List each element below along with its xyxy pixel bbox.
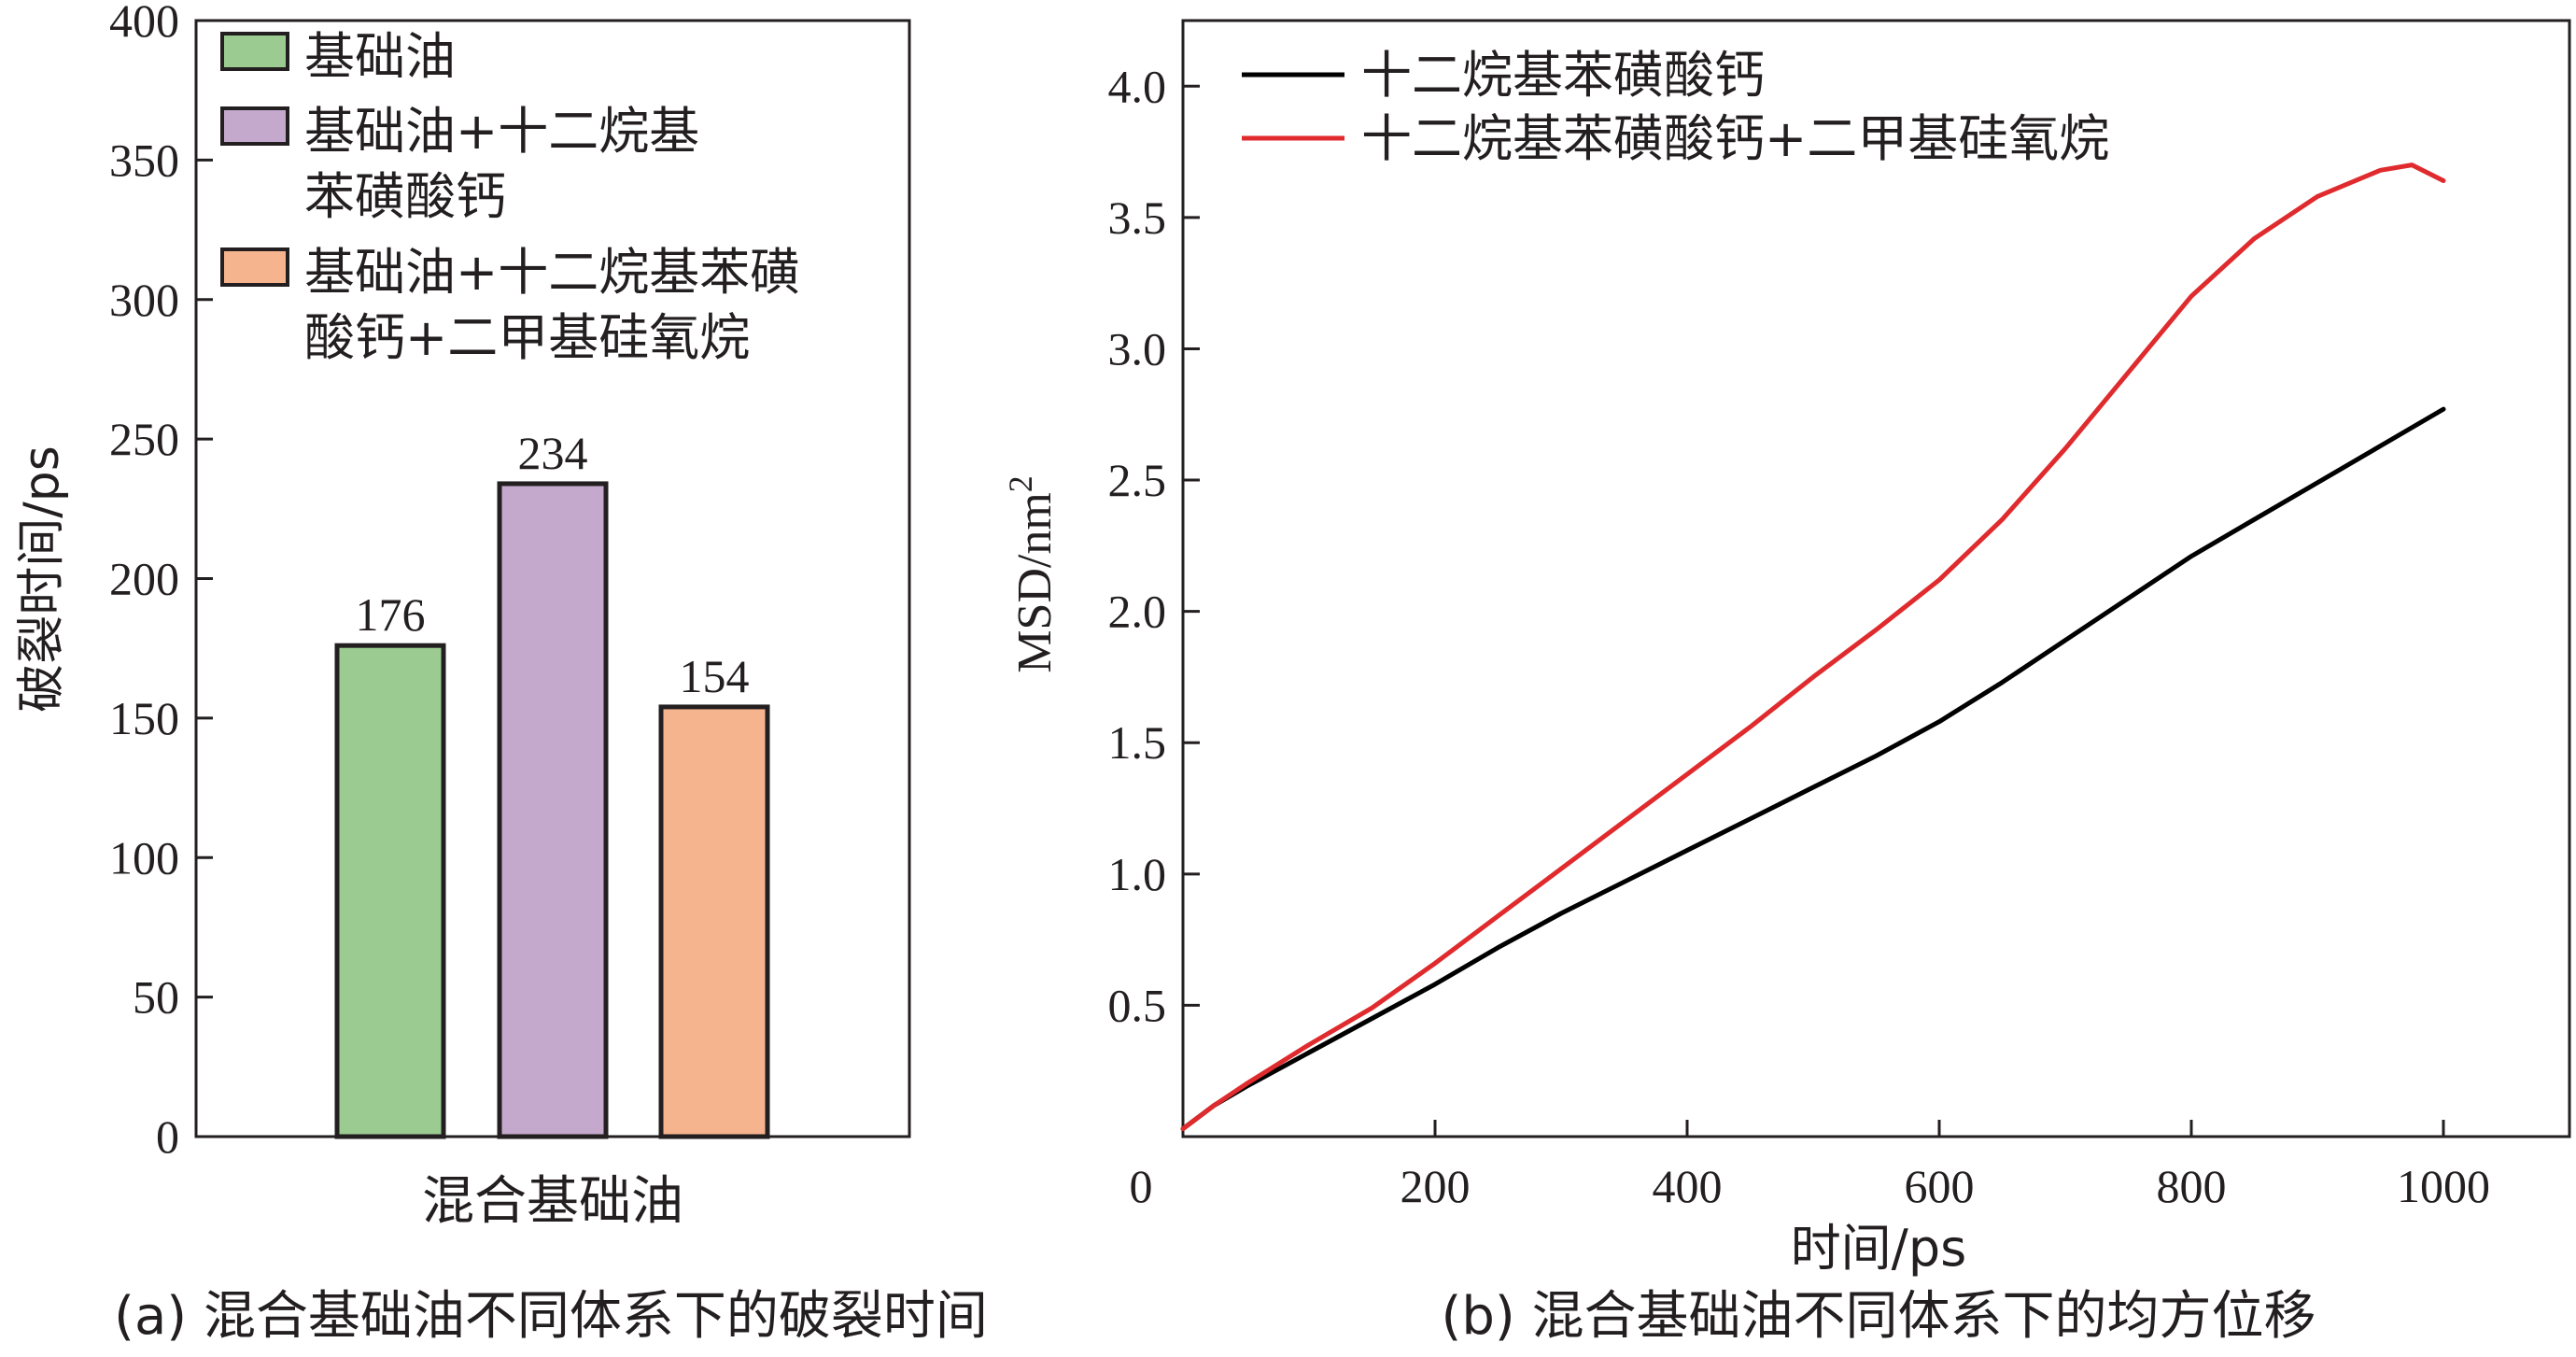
panel-a-y-axis-label: 破裂时间/ps bbox=[14, 445, 70, 713]
panel-a-bar bbox=[497, 481, 609, 1139]
panel-b-series-line bbox=[1180, 406, 2446, 1132]
panel-a-bar-value-label: 176 bbox=[356, 588, 426, 641]
panel-a-legend-label: 基础油 bbox=[304, 27, 456, 86]
panel-a-legend-label: 基础油+十二烷基 bbox=[304, 102, 699, 161]
panel-b-y-tick-label: 1.0 bbox=[1108, 848, 1167, 900]
panel-a-legend-label: 基础油+十二烷基苯磺 bbox=[304, 243, 800, 302]
panel-a-y-tick-label: 350 bbox=[109, 134, 179, 186]
panel-b-y-tick-label: 3.0 bbox=[1108, 322, 1167, 375]
panel-a-legend-label: 酸钙+二甲基硅氧烷 bbox=[304, 308, 750, 367]
panel-b-x-axis-label: 时间/ps bbox=[1791, 1219, 1967, 1278]
panel-b-y-tick-label: 3.5 bbox=[1108, 191, 1167, 244]
panel-b-plot-frame bbox=[1181, 19, 2571, 1138]
panel-a-bars: 176 234 154 bbox=[334, 427, 770, 1139]
panel-a-bar-value-label: 234 bbox=[518, 427, 588, 479]
panel-b-x-tick-label: 600 bbox=[1905, 1160, 1975, 1212]
panel-a-y-tick-label: 100 bbox=[109, 831, 179, 883]
panel-b-x-tick-label: 800 bbox=[2157, 1160, 2227, 1212]
panel-a-x-axis-label: 混合基础油 bbox=[422, 1171, 683, 1232]
panel-a-y-tick-label: 150 bbox=[109, 692, 179, 744]
panel-a-y-axis: 0 50 100 150 200 250 300 350 400 bbox=[109, 0, 213, 1163]
panel-b-x-tick-label: 0 bbox=[1130, 1160, 1153, 1212]
panel-a-caption: (a) 混合基础油不同体系下的破裂时间 bbox=[114, 1286, 988, 1347]
panel-b-y-axis-label: MSD/nm2 bbox=[1002, 475, 1062, 673]
panel-b-y-axis: 0.5 1.0 1.5 2.0 2.5 3.0 3.5 4.0 bbox=[1108, 60, 1200, 1031]
panel-b-y-tick-label: 1.5 bbox=[1108, 716, 1167, 769]
panel-a-y-tick-label: 300 bbox=[109, 274, 179, 326]
panel-a-legend-swatch bbox=[220, 247, 289, 287]
panel-b-x-tick-label: 1000 bbox=[2397, 1160, 2490, 1212]
panel-a-legend-swatch bbox=[220, 106, 289, 146]
panel-b-series-line bbox=[1180, 163, 2446, 1132]
panel-b-x-tick-label: 200 bbox=[1401, 1160, 1471, 1212]
panel-a-bar bbox=[658, 704, 770, 1139]
panel-a-y-tick-label: 0 bbox=[156, 1110, 179, 1163]
panel-b-x-axis: 0 200 400 600 800 1000 bbox=[1130, 1120, 2490, 1212]
panel-a-y-tick-label: 250 bbox=[109, 413, 179, 465]
panel-b-y-tick-label: 4.0 bbox=[1108, 60, 1167, 112]
panel-b-line-chart: 0 200 400 600 800 1000 0.5 1.0 1.5 2.0 2.5 3.0 3.5 4… bbox=[1002, 19, 2571, 1347]
panel-a-legend-swatch bbox=[220, 32, 289, 71]
panel-b-legend-label: 十二烷基苯磺酸钙+二甲基硅氧烷 bbox=[1361, 109, 2109, 168]
panel-a-y-tick-label: 200 bbox=[109, 553, 179, 605]
panel-b-series-lines bbox=[1180, 163, 2446, 1132]
panel-a-y-tick-label: 400 bbox=[109, 0, 179, 47]
panel-b-y-tick-label: 2.0 bbox=[1108, 586, 1167, 638]
panel-b-legend-label: 十二烷基苯磺酸钙 bbox=[1361, 46, 1765, 105]
panel-a-bar bbox=[334, 643, 446, 1139]
panel-a-bar-value-label: 154 bbox=[680, 650, 750, 702]
panel-a-legend-label: 苯磺酸钙 bbox=[304, 167, 506, 226]
panel-b-y-tick-label: 2.5 bbox=[1108, 454, 1167, 506]
panel-b-x-tick-label: 400 bbox=[1653, 1160, 1723, 1212]
panel-b-y-tick-label: 0.5 bbox=[1108, 979, 1167, 1031]
panel-a-y-tick-label: 50 bbox=[133, 971, 179, 1024]
panel-b-caption: (b) 混合基础油不同体系下的均方位移 bbox=[1441, 1286, 2316, 1347]
